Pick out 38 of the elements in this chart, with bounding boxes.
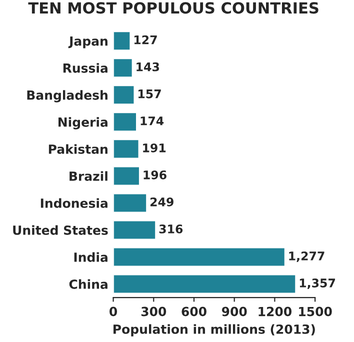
data-label: 1,277 bbox=[289, 252, 324, 262]
y-tick-label: Japan bbox=[68, 36, 108, 48]
y-tick-label: Bangladesh bbox=[27, 90, 108, 102]
data-label: 157 bbox=[138, 90, 161, 98]
bar bbox=[113, 84, 136, 106]
data-label: 174 bbox=[140, 116, 164, 126]
x-tick-label: 1200 bbox=[258, 306, 292, 316]
data-label: 143 bbox=[136, 62, 159, 72]
bar bbox=[113, 138, 140, 160]
y-tick-label: China bbox=[69, 279, 108, 289]
data-label: 1,357 bbox=[300, 278, 336, 289]
y-tick-label: India bbox=[74, 252, 108, 262]
data-label: 196 bbox=[144, 170, 166, 180]
y-tick-label: Brazil bbox=[70, 171, 108, 181]
bar bbox=[113, 274, 297, 294]
x-tick-label: 300 bbox=[141, 306, 166, 316]
bar bbox=[113, 30, 132, 52]
y-tick-label: Russia bbox=[63, 63, 108, 73]
bar bbox=[113, 112, 138, 132]
y-tick-label: United States bbox=[13, 225, 108, 235]
data-label: 249 bbox=[150, 197, 174, 206]
x-tick-label: 1500 bbox=[299, 306, 332, 316]
y-tick-label: Indonesia bbox=[40, 198, 108, 208]
bar bbox=[113, 58, 134, 78]
y-tick-label: Pakistan bbox=[48, 144, 108, 154]
y-tick-label: Nigeria bbox=[58, 117, 108, 130]
x-axis-title: Population in millions (2013) bbox=[114, 324, 315, 336]
data-label: 191 bbox=[143, 143, 166, 152]
x-tick-label: 0 bbox=[110, 306, 118, 316]
chart-title: TEN MOST POPULOUS COUNTRIES bbox=[28, 2, 318, 14]
bar bbox=[113, 246, 286, 268]
data-label: 316 bbox=[159, 224, 183, 234]
x-tick-label: 900 bbox=[222, 306, 247, 316]
bar bbox=[113, 166, 140, 186]
x-tick-label: 600 bbox=[182, 306, 206, 316]
bar bbox=[113, 220, 156, 240]
bar bbox=[113, 192, 148, 214]
data-label: 127 bbox=[134, 35, 157, 44]
